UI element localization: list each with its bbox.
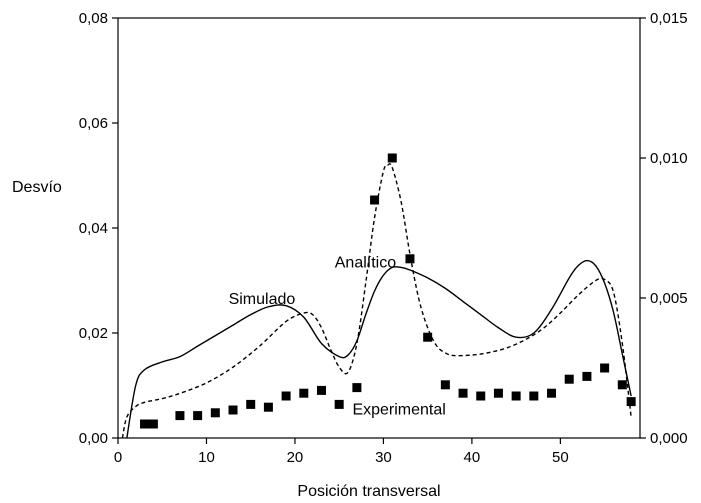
experimental-point — [299, 388, 309, 398]
experimental-point — [511, 391, 521, 401]
experimental-point — [246, 399, 256, 409]
experimental-point — [547, 388, 557, 398]
x-axis-label: Posición transversal — [297, 483, 440, 500]
x-tick-label: 40 — [464, 449, 481, 466]
experimental-point — [140, 419, 150, 429]
y-tick-label: 0,00 — [79, 430, 108, 447]
plot-frame — [117, 17, 641, 439]
series-annotation: Analítico — [335, 254, 396, 271]
experimental-point — [476, 391, 486, 401]
experimental-point — [564, 374, 574, 384]
experimental-point — [529, 391, 539, 401]
y2-tick-label: 0,000 — [650, 430, 688, 447]
experimental-point — [175, 411, 185, 421]
x-tick-label: 50 — [552, 449, 569, 466]
y-axis-label: Desvío — [12, 179, 62, 196]
experimental-point — [352, 383, 362, 393]
experimental-point — [193, 411, 203, 421]
x-tick-label: 10 — [198, 449, 215, 466]
analitico-line — [121, 163, 632, 438]
experimental-point — [423, 332, 433, 342]
experimental-point — [493, 388, 503, 398]
experimental-point — [263, 402, 273, 412]
experimental-point — [387, 153, 397, 163]
series-annotation: Experimental — [352, 401, 445, 418]
y2-tick-label: 0,010 — [650, 150, 688, 167]
experimental-point — [148, 419, 158, 429]
experimental-point — [600, 363, 610, 373]
simulado-line — [126, 259, 632, 438]
experimental-point — [617, 380, 627, 390]
y2-tick-label: 0,015 — [650, 10, 688, 27]
x-tick-label: 0 — [114, 449, 122, 466]
experimental-point — [405, 254, 415, 264]
y-tick-label: 0,04 — [79, 220, 108, 237]
experimental-point — [370, 195, 380, 205]
experimental-point — [458, 388, 468, 398]
x-tick-label: 30 — [375, 449, 392, 466]
experimental-point — [440, 380, 450, 390]
x-tick-label: 20 — [287, 449, 304, 466]
y-tick-label: 0,06 — [79, 115, 108, 132]
experimental-point — [316, 385, 326, 395]
experimental-point — [626, 397, 636, 407]
experimental-point — [334, 399, 344, 409]
series-annotation: Simulado — [229, 291, 296, 308]
experimental-point — [281, 391, 291, 401]
experimental-point — [582, 371, 592, 381]
y-tick-label: 0,02 — [79, 325, 108, 342]
experimental-point — [210, 408, 220, 418]
y-tick-label: 0,08 — [79, 10, 108, 27]
y2-tick-label: 0,005 — [650, 290, 688, 307]
experimental-point — [228, 405, 238, 415]
